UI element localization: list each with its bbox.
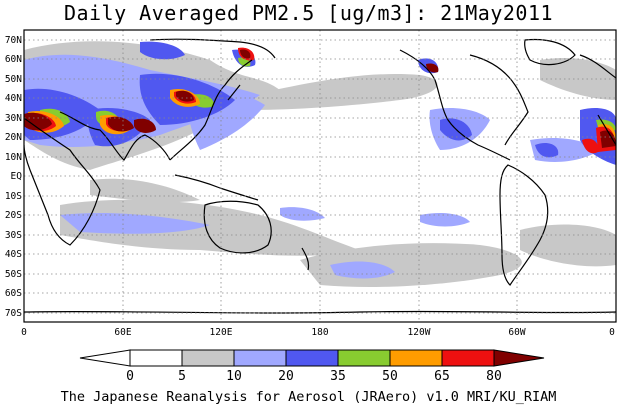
lat-label: 50S	[5, 269, 22, 280]
colorbar-segment	[285, 349, 339, 367]
field-maroon-siberia	[240, 49, 251, 59]
longitude-labels: 0 60E 120E 180 120W 60W 0	[21, 327, 615, 338]
field-blue-siberia	[140, 41, 185, 60]
coast-south-america	[499, 164, 549, 286]
coast-north-america-east	[469, 54, 529, 146]
lat-label: 60N	[5, 54, 22, 65]
lon-label: 60W	[508, 327, 525, 338]
coastlines	[24, 38, 616, 314]
lon-label: 60E	[114, 327, 131, 338]
colorbar-label: 65	[434, 369, 450, 384]
colorbar-segment	[441, 349, 495, 367]
colorbar-segment	[389, 349, 443, 367]
coast-newzealand	[301, 247, 310, 271]
lat-label: 70S	[5, 308, 22, 319]
coast-greenland	[524, 38, 576, 66]
colorbar-labels: 0 5 10 20 35 50 65 80	[126, 369, 502, 384]
map-title: Daily Averaged PM2.5 [ug/m3]: 21May2011	[63, 1, 554, 25]
lon-label: 0	[609, 327, 615, 338]
field-lightblue-south-4	[420, 212, 470, 227]
colorbar-segment	[129, 349, 183, 367]
colorbar-label: 5	[178, 369, 186, 384]
colorbar-arrow-left	[79, 349, 131, 367]
coast-maritime	[174, 174, 259, 201]
field-maroon-arabia	[24, 112, 52, 131]
coast-arabia-india	[59, 111, 171, 161]
lat-label: EQ	[11, 171, 23, 182]
colorbar-label: 35	[330, 369, 346, 384]
coast-europe	[579, 54, 616, 79]
lat-label: 60S	[5, 288, 22, 299]
coast-siberia	[149, 38, 276, 59]
field-maroon-india-2	[134, 118, 156, 133]
coast-east-asia	[169, 59, 253, 161]
field-lightblue-south-2	[280, 207, 325, 221]
coast-africa	[24, 117, 101, 246]
field-gray-northpacific	[250, 74, 438, 110]
lat-label: 40S	[5, 249, 22, 260]
lat-label: 10N	[5, 152, 22, 163]
colorbar-label: 10	[226, 369, 242, 384]
lon-label: 0	[21, 327, 27, 338]
lat-label: 30N	[5, 113, 22, 124]
latitude-labels: 70N 60N 50N 40N 30N 20N 10N EQ 10S 20S 3…	[5, 35, 22, 319]
footer-credit: The Japanese Reanalysis for Aerosol (JRA…	[60, 389, 557, 405]
colorbar-segment	[181, 349, 235, 367]
field-maroon-china	[176, 90, 194, 102]
coast-north-america	[399, 49, 511, 161]
color-bar	[79, 349, 545, 367]
colorbar-segment	[233, 349, 287, 367]
field-maroon-india	[108, 116, 134, 132]
coast-antarctica	[24, 310, 616, 314]
field-blue-caribbean	[535, 143, 559, 158]
colorbar-segment	[337, 349, 391, 367]
field-lightblue-south-3	[330, 261, 395, 279]
colorbar-label: 80	[486, 369, 502, 384]
coast-west-africa	[597, 114, 616, 146]
map-frame	[23, 29, 617, 323]
colorbar-label: 0	[126, 369, 134, 384]
lon-label: 120E	[210, 327, 233, 338]
lat-label: 50N	[5, 74, 22, 85]
field-maroon-sahara	[600, 130, 616, 148]
colorbar-arrow-right	[493, 349, 545, 367]
field-lightblue-south-1	[60, 213, 210, 234]
lat-label: 10S	[5, 191, 22, 202]
field-red-caribbean	[582, 138, 599, 154]
lon-label: 120W	[408, 327, 431, 338]
field-gray-southbelt-1	[60, 199, 360, 256]
lat-label: 20N	[5, 132, 22, 143]
lat-label: 20S	[5, 210, 22, 221]
coast-australia	[203, 200, 272, 254]
gridlines	[24, 30, 616, 322]
lon-label: 180	[311, 327, 328, 338]
colorbar-label: 20	[278, 369, 294, 384]
lat-label: 30S	[5, 230, 22, 241]
lat-label: 70N	[5, 35, 22, 46]
coast-japan	[227, 84, 241, 101]
lat-label: 40N	[5, 93, 22, 104]
colorbar-label: 50	[382, 369, 398, 384]
